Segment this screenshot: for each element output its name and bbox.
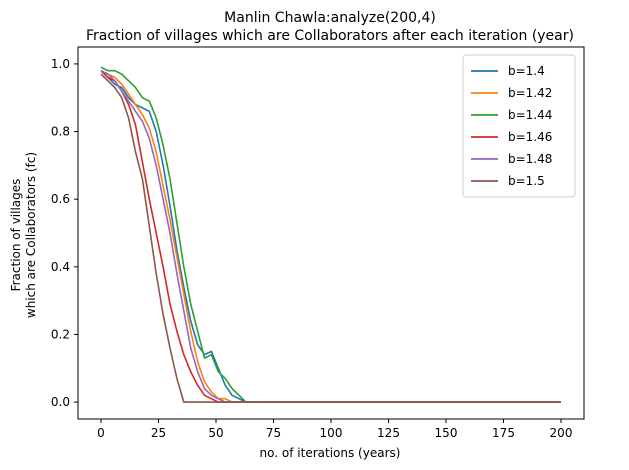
series-line-b-1-48 <box>100 69 561 403</box>
y-axis-label-line2: which are Collaborators (fc) <box>24 152 38 318</box>
y-axis-label-group: Fraction of villages which are Collabora… <box>9 152 38 318</box>
y-tick-label: 0.2 <box>51 327 70 341</box>
y-tick-label: 1.0 <box>51 57 70 71</box>
legend-box <box>462 54 576 198</box>
y-tick-label: 0.8 <box>51 125 70 139</box>
x-tick-label: 175 <box>492 426 515 440</box>
series-line-b-1-5 <box>100 73 561 403</box>
x-tick-label: 125 <box>377 426 400 440</box>
legend: b=1.4 b=1.42 b=1.44 b=1.46 b=1.48 b=1.5 <box>462 54 576 198</box>
x-tick-label: 50 <box>208 426 223 440</box>
y-tick-label: 0.6 <box>51 192 70 206</box>
x-tick-label: 100 <box>320 426 343 440</box>
chart-title-line2: Fraction of villages which are Collabora… <box>86 28 574 44</box>
x-tick-label: 75 <box>266 426 281 440</box>
chart-title-line1: Manlin Chawla:analyze(200,4) <box>224 10 436 26</box>
plot-area-frame <box>77 46 585 420</box>
x-tick-label: 150 <box>435 426 458 440</box>
legend-label: b=1.48 <box>508 152 552 166</box>
series-line-b-1-42 <box>100 69 561 403</box>
x-tick-label: 25 <box>151 426 166 440</box>
series-line-b-1-4 <box>100 70 561 403</box>
series-layer <box>100 66 561 403</box>
x-tick-label: 200 <box>550 426 573 440</box>
legend-label: b=1.42 <box>508 86 552 100</box>
y-axis-label-line1: Fraction of villages <box>9 179 23 292</box>
legend-label: b=1.4 <box>508 64 545 78</box>
y-tick-label: 0.0 <box>51 395 70 409</box>
x-axis-label: no. of iterations (years) <box>260 446 401 460</box>
axis-ticks: 0 25 50 75 100 125 150 175 200 0.0 0.2 0.4 0.6 0.8 1.0 <box>51 57 573 440</box>
legend-label: b=1.44 <box>508 108 552 122</box>
x-tick-label: 0 <box>97 426 105 440</box>
y-tick-label: 0.4 <box>51 260 70 274</box>
series-line-b-1-44 <box>100 66 561 403</box>
legend-label: b=1.5 <box>508 174 545 188</box>
legend-label: b=1.46 <box>508 130 552 144</box>
